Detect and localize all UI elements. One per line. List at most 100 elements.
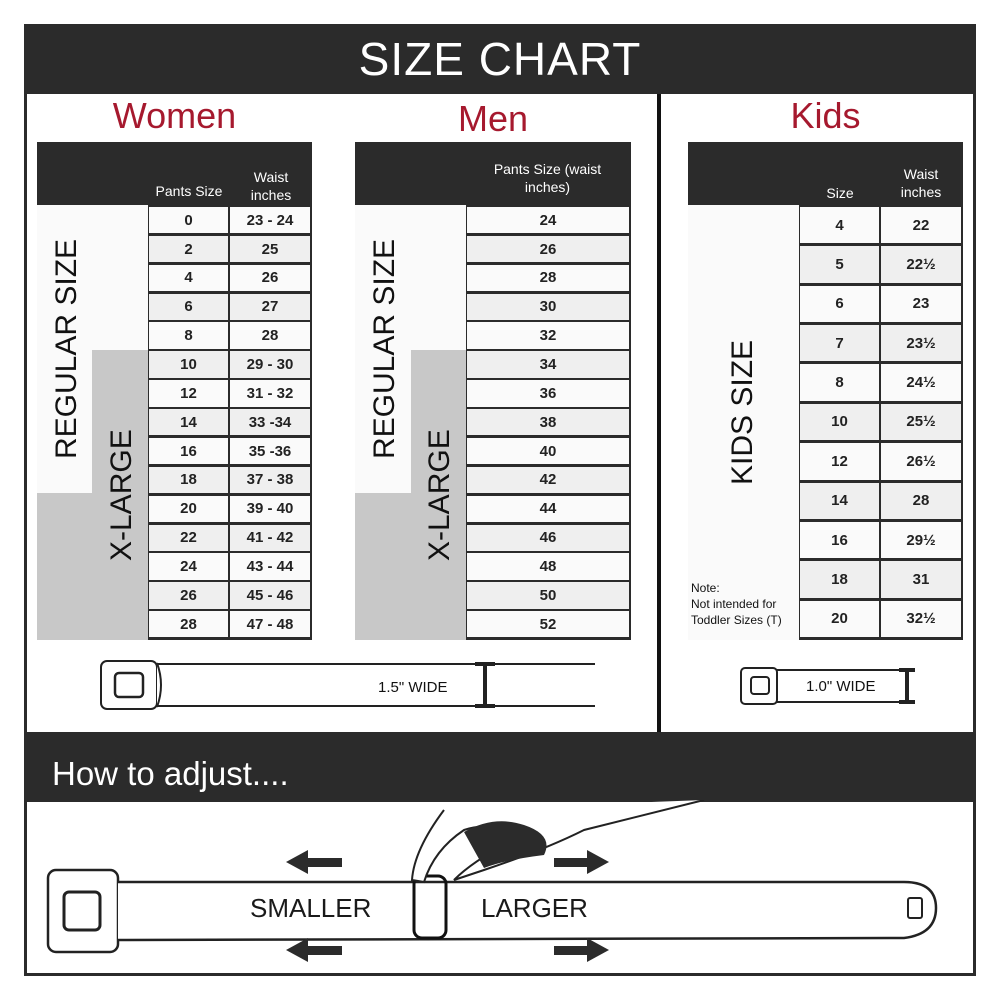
kids-size-cell: 20 (800, 600, 879, 637)
men-pants-size-cell: 38 (467, 409, 629, 436)
adjust-title: How to adjust.... (24, 732, 976, 802)
women-pants-size-cell: 24 (149, 553, 228, 580)
adjust-illustration (46, 800, 938, 962)
men-pants-size-cell: 46 (467, 524, 629, 551)
women-pants-size-cell: 10 (149, 351, 228, 378)
men-title: Men (457, 98, 529, 139)
kids-size-cell: 16 (800, 521, 879, 559)
men-pants-size-cell: 24 (467, 207, 629, 234)
women-pants-size-cell: 2 (149, 235, 228, 263)
men-pants-size-cell: 34 (467, 351, 629, 378)
kids-belt-illustration (740, 667, 915, 705)
kids-size-cell: 10 (800, 403, 879, 441)
women-pants-size-cell: 18 (149, 466, 228, 494)
women-pants-size-cell: 14 (149, 409, 228, 436)
men-xlarge-region-lower (355, 493, 411, 640)
adjuster-slider-icon (412, 874, 448, 940)
kids-col-size: Size (826, 185, 854, 201)
kids-size-cell: 12 (800, 443, 879, 480)
women-xlarge-region-lower (37, 493, 93, 640)
women-waist-cell: 29 - 30 (230, 351, 310, 378)
men-pants-size-cell: 28 (467, 264, 629, 292)
kids-waist-cell: 32½ (881, 600, 961, 637)
women-xlarge-label: X-LARGE (105, 429, 138, 561)
adult-belt-illustration (100, 660, 595, 710)
kids-size-cell: 14 (800, 482, 879, 519)
note-title: Note: (691, 581, 720, 595)
kids-size-cell: 18 (800, 561, 879, 598)
women-pants-size-cell: 8 (149, 322, 228, 349)
kids-note: Note: Not intended for Toddler Sizes (T) (691, 580, 799, 628)
women-xlarge-region (92, 350, 148, 640)
kids-waist-cell: 24½ (881, 364, 961, 401)
women-waist-cell: 39 - 40 (230, 495, 310, 523)
women-waist-cell: 33 -34 (230, 409, 310, 436)
width-indicator-icon (475, 662, 495, 708)
women-col-waist: Waist inches (250, 169, 292, 203)
women-waist-cell: 26 (230, 264, 310, 292)
men-pants-size-cell: 36 (467, 380, 629, 407)
women-waist-cell: 47 - 48 (230, 611, 310, 638)
kids-waist-cell: 26½ (881, 443, 961, 480)
larger-label: LARGER (481, 893, 588, 923)
kids-waist-cell: 31 (881, 561, 961, 598)
women-pants-size-cell: 6 (149, 293, 228, 320)
hand-shadow (464, 821, 547, 868)
men-pants-size-cell: 40 (467, 437, 629, 465)
kids-col-waist: Waist inches (900, 166, 942, 200)
arrow-right-icon (554, 850, 609, 874)
men-pants-size-cell: 26 (467, 235, 629, 263)
women-waist-cell: 23 - 24 (230, 207, 310, 234)
men-table: Pants Size (waist inches) REGULAR SIZE X… (355, 142, 631, 640)
arrow-left-icon (286, 938, 342, 962)
women-waist-cell: 43 - 44 (230, 553, 310, 580)
adult-belt-width: 1.5" WIDE (378, 679, 448, 696)
kids-title: Kids (790, 95, 861, 136)
men-pants-size-cell: 30 (467, 293, 629, 320)
women-waist-cell: 28 (230, 322, 310, 349)
kids-waist-cell: 28 (881, 482, 961, 519)
kids-waist-cell: 22 (881, 207, 961, 244)
women-pants-size-cell: 0 (149, 207, 228, 234)
kids-size-cell: 6 (800, 285, 879, 323)
kids-size-label: KIDS SIZE (726, 339, 759, 486)
men-xlarge-region (411, 350, 466, 640)
smaller-label: SMALLER (250, 893, 372, 923)
kids-waist-cell: 22½ (881, 246, 961, 283)
men-pants-size-cell: 44 (467, 495, 629, 523)
kids-size-cell: 7 (800, 325, 879, 362)
women-pants-size-cell: 4 (149, 264, 228, 292)
women-col-pants-size: Pants Size (155, 183, 223, 199)
men-pants-size-cell: 42 (467, 466, 629, 494)
women-pants-size-cell: 20 (149, 495, 228, 523)
kids-waist-cell: 25½ (881, 403, 961, 441)
arrow-left-icon (286, 850, 342, 874)
note-text: Not intended for Toddler Sizes (T) (691, 597, 782, 627)
women-waist-cell: 35 -36 (230, 437, 310, 465)
men-col-pants-size: Pants Size (waist inches) (493, 161, 602, 195)
women-waist-cell: 25 (230, 235, 310, 263)
women-waist-cell: 27 (230, 293, 310, 320)
kids-table: Size Waist inches KIDS SIZE Note: Not in… (688, 142, 963, 640)
hand-icon (410, 800, 705, 884)
women-pants-size-cell: 28 (149, 611, 228, 638)
kids-size-cell: 8 (800, 364, 879, 401)
women-pants-size-cell: 12 (149, 380, 228, 407)
kids-waist-cell: 23½ (881, 325, 961, 362)
kids-waist-cell: 23 (881, 285, 961, 323)
section-divider (657, 94, 661, 732)
women-waist-cell: 41 - 42 (230, 524, 310, 551)
men-regular-label: REGULAR SIZE (368, 238, 401, 460)
page-title: SIZE CHART (24, 24, 976, 94)
women-pants-size-cell: 26 (149, 582, 228, 609)
women-title: Women (112, 95, 237, 136)
men-pants-size-cell: 32 (467, 322, 629, 349)
kids-label-region (688, 205, 799, 640)
men-pants-size-cell: 48 (467, 553, 629, 580)
women-pants-size-cell: 16 (149, 437, 228, 465)
women-regular-label: REGULAR SIZE (50, 238, 83, 460)
women-waist-cell: 31 - 32 (230, 380, 310, 407)
men-xlarge-label: X-LARGE (423, 429, 456, 561)
width-indicator-icon (899, 668, 915, 704)
kids-belt-width: 1.0" WIDE (806, 678, 876, 695)
